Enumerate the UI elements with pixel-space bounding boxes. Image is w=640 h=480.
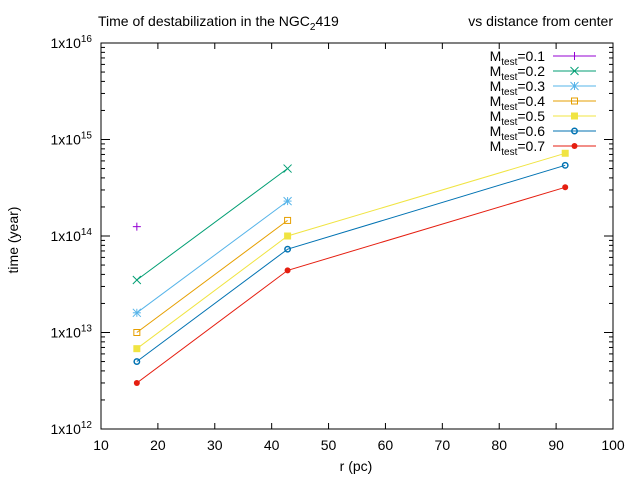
series-1 <box>132 222 141 231</box>
x-tick-label: 100 <box>601 437 625 453</box>
series-6 <box>133 161 569 365</box>
y-tick-label: 1x1014 <box>51 227 93 244</box>
legend-entry-7: Mtest=0.7 <box>490 138 596 158</box>
series-line <box>136 168 288 281</box>
y-axis-label: time (year) <box>5 207 21 274</box>
legend-label: Mtest=0.6 <box>490 123 546 143</box>
series-line <box>136 219 288 333</box>
series-5 <box>133 149 569 353</box>
legend-marker <box>571 127 578 135</box>
legend-entry-1: Mtest=0.1 <box>490 48 596 68</box>
x-tick-label: 60 <box>378 437 394 453</box>
data-point <box>132 275 142 285</box>
y-tick-label: 1x1015 <box>51 131 93 148</box>
y-tick-label: 1x1016 <box>51 34 93 51</box>
x-tick-label: 30 <box>207 437 223 453</box>
x-axis-label: r (pc) <box>340 458 373 474</box>
legend-entry-6: Mtest=0.6 <box>490 123 596 143</box>
x-tick-label: 50 <box>321 437 337 453</box>
data-point <box>562 184 569 191</box>
x-tick-label: 40 <box>264 437 280 453</box>
x-tick-label: 90 <box>548 437 564 453</box>
series-3 <box>132 196 292 318</box>
legend-label: Mtest=0.7 <box>490 138 546 158</box>
data-point <box>133 379 140 386</box>
legend-label: Mtest=0.2 <box>490 63 546 83</box>
series-line <box>136 164 566 362</box>
data-point <box>284 267 291 274</box>
data-point <box>284 232 292 240</box>
data-point <box>283 196 292 206</box>
data-point <box>133 329 141 336</box>
x-tick-label: 20 <box>150 437 166 453</box>
legend-label: Mtest=0.3 <box>490 78 546 98</box>
data-point <box>284 245 292 253</box>
data-point <box>132 308 142 318</box>
data-point <box>132 222 141 231</box>
legend-entry-3: Mtest=0.3 <box>490 78 596 98</box>
series-line <box>136 200 288 314</box>
y-tick-label: 1x1012 <box>51 420 93 437</box>
data-point <box>561 149 569 157</box>
legend-marker <box>570 66 579 76</box>
legend: Mtest=0.1Mtest=0.2Mtest=0.3Mtest=0.4Mtes… <box>490 48 596 158</box>
series-2 <box>132 164 292 285</box>
legend-label: Mtest=0.4 <box>490 93 546 113</box>
legend-marker <box>571 97 578 105</box>
x-tick-label: 80 <box>491 437 507 453</box>
data-point <box>133 345 141 353</box>
series-7 <box>133 184 569 386</box>
axes: 10 20 30 40 50 60 70 80 90 100 1x1012 1x1013 1x1014 1… <box>51 34 625 453</box>
legend-entry-2: Mtest=0.2 <box>490 63 596 83</box>
y-tick-label: 1x1013 <box>51 324 93 341</box>
chart-title: Time of destabilization in the NGC2419 <box>98 13 339 33</box>
data-point <box>283 164 292 173</box>
legend-marker <box>571 143 578 149</box>
chart-title-right: vs distance from center <box>468 13 613 29</box>
data-point <box>284 216 292 224</box>
series-4 <box>133 216 292 336</box>
legend-marker <box>570 81 579 91</box>
legend-entry-5: Mtest=0.5 <box>490 108 596 128</box>
legend-entry-4: Mtest=0.4 <box>490 93 596 113</box>
x-tick-label: 70 <box>435 437 451 453</box>
legend-label: Mtest=0.5 <box>490 108 546 128</box>
series-layer <box>132 149 569 386</box>
data-point <box>133 358 141 365</box>
legend-label: Mtest=0.1 <box>490 48 546 68</box>
x-tick-label: 10 <box>93 437 109 453</box>
legend-marker <box>571 112 578 120</box>
data-point <box>561 161 569 169</box>
legend-marker <box>570 52 579 60</box>
